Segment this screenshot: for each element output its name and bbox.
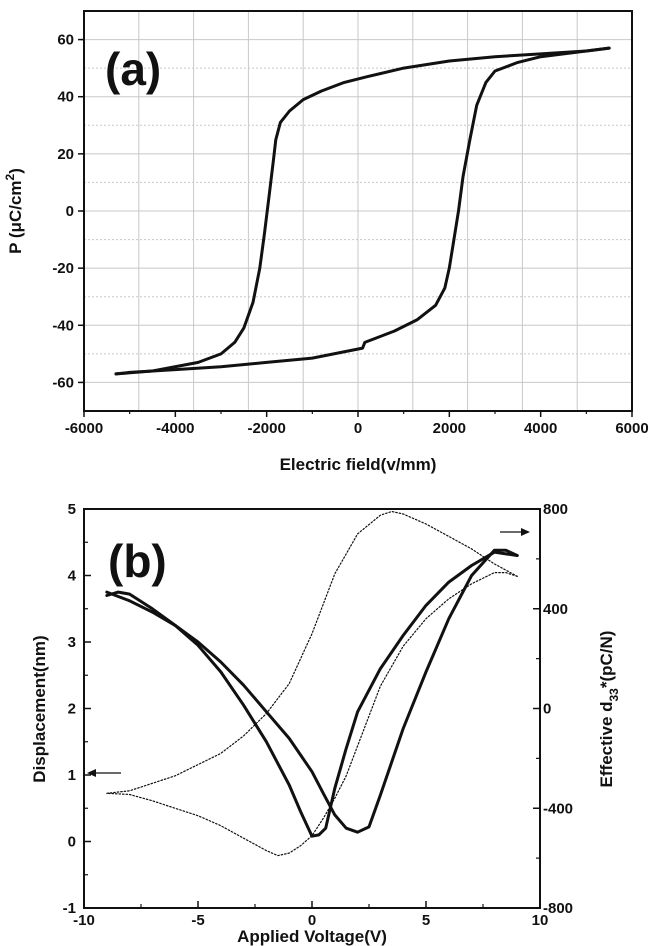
y-right-tick-label: -400 (543, 800, 573, 817)
chart-a-y-label-unit: μC/cm (6, 180, 25, 232)
y-left-tick-label: 0 (68, 834, 76, 851)
chart-a-y-label-main: P ( (6, 232, 25, 254)
y-left-tick-label: -1 (63, 900, 76, 917)
y-right-tick-label: 800 (543, 501, 568, 518)
chart-a-y-label-sup: 2 (3, 173, 17, 180)
chart-a-series-group (114, 46, 611, 376)
x-tick-label: 10 (532, 912, 549, 929)
y-left-tick-label: 5 (68, 501, 76, 518)
y-right-tick-label: 0 (543, 701, 551, 718)
x-tick-label: 5 (422, 912, 430, 929)
y-tick-label: -40 (52, 317, 74, 334)
x-tick-label: -2000 (247, 420, 285, 437)
y-left-tick-label: 1 (68, 767, 76, 784)
series-line-1 (114, 46, 611, 376)
x-tick-label: 6000 (615, 420, 648, 437)
y-tick-label: -60 (52, 374, 74, 391)
x-tick-label: -5 (191, 912, 204, 929)
y-left-tick-label: 2 (68, 701, 76, 718)
y-tick-label: 40 (57, 89, 74, 106)
chart-b-y-right-axis-label: Effective d33*(pC/N) (597, 631, 621, 788)
chart-a-y-label-close: ) (6, 168, 25, 174)
chart-a-gridlines (84, 11, 632, 411)
chart-b-y-right-label-rest: *(pC/N) (597, 631, 616, 689)
x-tick-label: 0 (354, 420, 362, 437)
y-tick-label: 60 (57, 32, 74, 49)
chart-b-x-axis-label: Applied Voltage(V) (237, 927, 387, 946)
y-left-tick-label: 3 (68, 634, 76, 651)
x-tick-label: 0 (308, 912, 316, 929)
y-tick-label: 0 (66, 203, 74, 220)
chart-a: -6000 -4000 -2000 0 2000 4000 6000 -60 -40 -20 0 20… (3, 10, 649, 474)
chart-b-series-group (105, 510, 519, 857)
chart-b-plot-area (84, 509, 540, 908)
chart-a-x-axis-label: Electric field(v/mm) (280, 455, 437, 474)
y-tick-label: -20 (52, 260, 74, 277)
d33-series-line-3 (106, 510, 518, 794)
y-right-tick-label: 400 (543, 601, 568, 618)
chart-b-panel-label: (b) (108, 535, 167, 587)
chart-b-y-right-label-sub: 33 (607, 688, 621, 702)
chart-a-panel-label: (a) (105, 43, 161, 95)
displacement-series-line-2 (105, 548, 519, 834)
left-axis-arrow (87, 769, 121, 777)
x-tick-label: -6000 (65, 420, 103, 437)
series-line-2 (114, 46, 611, 376)
chart-b-y-left-axis-label: Displacement(nm) (30, 635, 49, 782)
x-tick-label: -4000 (156, 420, 194, 437)
y-right-tick-label: -800 (543, 900, 573, 917)
chart-a-ticks: -6000 -4000 -2000 0 2000 4000 6000 -60 -40 -20 0 20… (52, 32, 648, 437)
right-axis-arrow (500, 528, 530, 536)
d33-series-line-4 (106, 571, 518, 857)
x-tick-label: 2000 (433, 420, 466, 437)
x-tick-label: -10 (73, 912, 95, 929)
x-tick-label: 4000 (524, 420, 557, 437)
y-left-tick-label: 4 (68, 568, 77, 585)
y-tick-label: 20 (57, 146, 74, 163)
chart-b-y-right-label-main: Effective d (597, 701, 616, 787)
chart-a-y-axis-label: P (μC/cm2) (3, 168, 25, 254)
